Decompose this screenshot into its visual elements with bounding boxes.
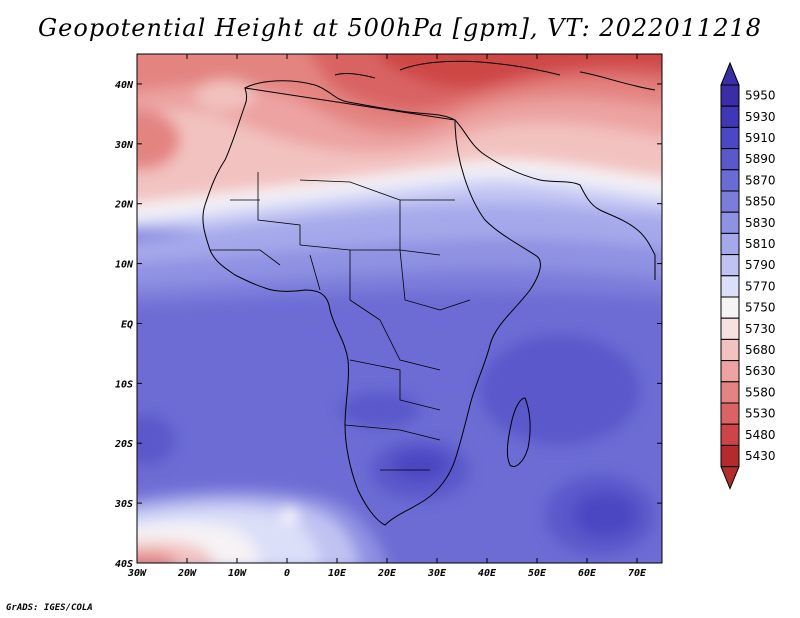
colorbar-swatch <box>720 381 740 404</box>
lat-label: 20N <box>114 200 134 211</box>
lon-label: 30E <box>427 568 447 579</box>
lat-label: 30S <box>114 499 133 510</box>
map-title: Geopotential Height at 500hPa [gpm], VT:… <box>38 14 762 42</box>
colorbar-swatch <box>720 360 740 383</box>
colorbar-level: 5870 <box>745 173 776 187</box>
colorbar-level: 5850 <box>745 195 776 209</box>
lon-label: 10W <box>228 568 247 579</box>
lat-label: 30N <box>114 140 134 151</box>
colorbar-level: 5580 <box>745 385 776 399</box>
colorbar-level: 5810 <box>745 237 776 251</box>
colorbar-swatch <box>720 444 740 468</box>
lat-label: EQ <box>121 319 133 330</box>
colorbar-swatch <box>720 169 740 192</box>
lon-label: 60E <box>578 568 597 579</box>
map-frame <box>136 53 663 564</box>
colorbar-level: 5430 <box>745 449 776 463</box>
lon-label: 10E <box>328 568 347 579</box>
colorbar-swatch <box>720 338 740 362</box>
lon-label: 30W <box>127 568 147 579</box>
colorbar-swatch <box>720 105 740 128</box>
colorbar-level: 5750 <box>745 301 776 315</box>
lon-label: 20W <box>177 568 197 579</box>
colorbar-swatch <box>720 211 740 234</box>
colorbar-swatch <box>720 190 740 213</box>
colorbar-swatch <box>720 232 740 256</box>
longitude-axis: 30W 20W 10W 0 10E 20E 30E 40E 50E 60E 70E <box>127 54 647 579</box>
colorbar-level: 5930 <box>745 110 776 124</box>
colorbar-swatch <box>720 275 740 298</box>
colorbar-swatch <box>720 317 740 340</box>
lat-label: 20S <box>114 439 133 450</box>
colorbar-bottom-arrow <box>720 466 740 490</box>
height-field <box>137 54 662 563</box>
colorbar-swatch <box>720 254 740 277</box>
colorbar-level: 5630 <box>745 364 776 378</box>
colorbar-level: 5770 <box>745 279 776 293</box>
colorbar-swatch <box>720 296 740 319</box>
lon-label: 0 <box>284 568 290 579</box>
colorbar-level: 5890 <box>745 152 776 166</box>
latitude-axis: 40N 30N 20N 10N EQ 10S 20S 30S 40S <box>114 80 662 570</box>
lat-label: 10N <box>115 260 134 271</box>
colorbar-swatch <box>720 423 740 446</box>
colorbar-swatch <box>720 148 740 171</box>
lat-label: 40N <box>115 80 134 91</box>
colorbar-level: 5730 <box>745 322 776 336</box>
colorbar-level: 5530 <box>745 407 776 421</box>
colorbar-swatch <box>720 84 740 107</box>
country-borders <box>210 172 471 471</box>
lon-label: 50E <box>528 568 547 579</box>
lon-label: 70E <box>628 568 647 579</box>
colorbar-swatch <box>720 402 740 425</box>
colorbar-top-arrow <box>720 61 740 86</box>
lon-label: 40E <box>478 568 497 579</box>
colorbar-level: 5790 <box>745 258 776 272</box>
lat-label: 40S <box>115 559 133 570</box>
colorbar-level: 5910 <box>745 131 776 145</box>
coastlines <box>202 60 656 526</box>
lon-label: 20E <box>377 568 397 579</box>
grads-credit: GrADS: IGES/COLA <box>6 603 93 613</box>
colorbar-swatch <box>720 126 740 150</box>
colorbar: 5950 5930 5910 5890 5870 5850 5830 5810 5790 5770… <box>720 61 776 490</box>
colorbar-level: 5830 <box>745 216 776 230</box>
colorbar-level: 5480 <box>745 428 776 442</box>
lat-label: 10S <box>115 379 133 390</box>
colorbar-level: 5680 <box>745 343 776 357</box>
colorbar-level: 5950 <box>745 89 776 103</box>
